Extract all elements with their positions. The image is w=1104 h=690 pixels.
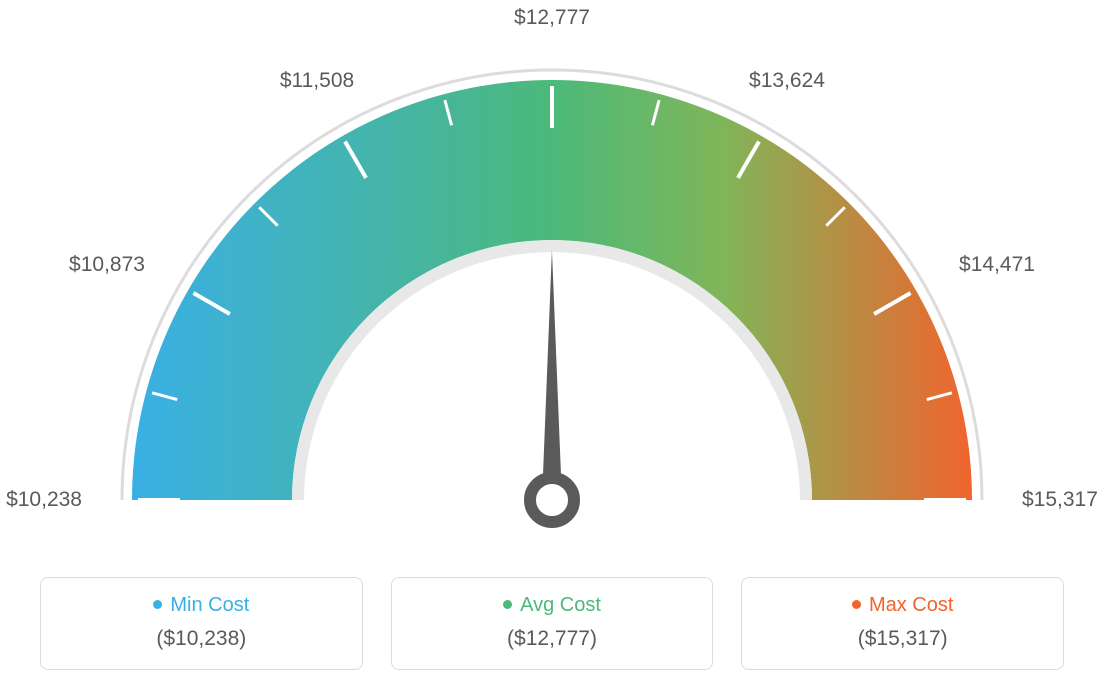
tick-label: $14,471 xyxy=(959,253,1035,277)
tick-label: $15,317 xyxy=(1022,488,1098,512)
max-cost-title: Max Cost xyxy=(742,594,1063,617)
max-cost-card: Max Cost ($15,317) xyxy=(741,577,1064,670)
max-cost-value: ($15,317) xyxy=(742,627,1063,651)
dot-icon xyxy=(503,600,512,609)
tick-label: $10,873 xyxy=(69,253,145,277)
tick-label: $12,777 xyxy=(514,6,590,30)
dot-icon xyxy=(852,600,861,609)
gauge-area: $10,238 $10,873 $11,508 $12,777 $13,624 $14,4… xyxy=(0,0,1104,560)
needle xyxy=(542,250,562,500)
needle-hub xyxy=(530,478,574,522)
summary-cards: Min Cost ($10,238) Avg Cost ($12,777) Ma… xyxy=(40,577,1064,670)
avg-cost-label: Avg Cost xyxy=(520,594,601,616)
tick-label: $13,624 xyxy=(749,69,825,93)
cost-gauge-chart: $10,238 $10,873 $11,508 $12,777 $13,624 $14,4… xyxy=(0,0,1104,690)
avg-cost-title: Avg Cost xyxy=(392,594,713,617)
gauge-svg xyxy=(0,0,1104,560)
tick-label: $11,508 xyxy=(280,69,354,93)
min-cost-label: Min Cost xyxy=(170,594,249,616)
min-cost-card: Min Cost ($10,238) xyxy=(40,577,363,670)
min-cost-title: Min Cost xyxy=(41,594,362,617)
max-cost-label: Max Cost xyxy=(869,594,953,616)
avg-cost-card: Avg Cost ($12,777) xyxy=(391,577,714,670)
min-cost-value: ($10,238) xyxy=(41,627,362,651)
avg-cost-value: ($12,777) xyxy=(392,627,713,651)
tick-label: $10,238 xyxy=(6,488,82,512)
dot-icon xyxy=(153,600,162,609)
